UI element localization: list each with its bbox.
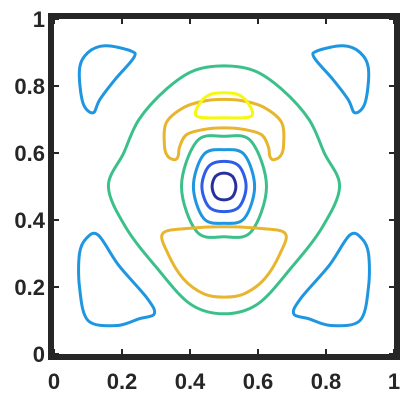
x-tick-label: 0 [48,369,60,394]
contour-line [106,64,342,316]
contour-line [311,44,371,115]
contour-line [160,225,288,299]
x-tick-label: 0.2 [107,369,138,394]
x-tick-label: 0.6 [243,369,274,394]
y-tick-label: 1 [33,7,45,32]
y-tick-label: 0 [33,342,45,367]
y-tick-label: 0.4 [14,208,45,233]
y-tick-label: 0.6 [14,141,45,166]
x-tick-label: 0.8 [311,369,342,394]
x-axis-tick-labels: 0 0.2 0.4 0.6 0.8 1 [48,369,400,394]
y-tick-label: 0.8 [14,74,45,99]
y-tick-label: 0.2 [14,275,45,300]
axis-ticks [53,18,395,355]
contour-line [180,134,268,239]
contour-line [200,159,248,214]
contour-line [162,97,286,162]
x-tick-label: 1 [388,369,400,394]
contour-lines [77,44,371,328]
contour-line [77,231,157,328]
contour-line [210,171,238,202]
contour-line [291,231,371,328]
contour-line [193,91,255,120]
plot-frame [48,13,400,360]
y-axis-tick-labels: 0 0.2 0.4 0.6 0.8 1 [14,7,45,367]
contour-line [191,148,257,225]
contour-line [77,44,137,115]
x-tick-label: 0.4 [175,369,206,394]
